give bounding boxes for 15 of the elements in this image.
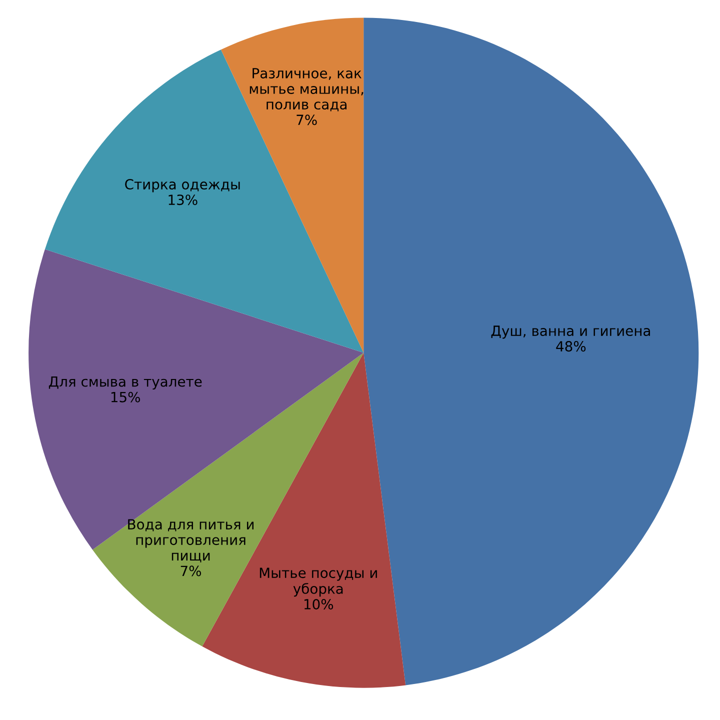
pie-slice	[28, 249, 364, 550]
slice-label: Вода для питья и приготовления пищи	[128, 519, 254, 562]
pie-slice	[44, 50, 364, 353]
slice-label: Различное, как мытье машины, полив сада	[250, 68, 364, 112]
data-label: 10%	[304, 598, 334, 610]
data-label: 7%	[180, 566, 202, 576]
data-label: 48%	[556, 341, 586, 352]
pie-slice	[364, 18, 699, 686]
slice-label: Мытье посуды и уборка	[260, 568, 377, 597]
slice-label: Стирка одежды	[125, 179, 240, 192]
slice-label: Душ, ванна и гигиена	[491, 326, 650, 339]
data-label: 7%	[296, 114, 317, 126]
data-label: 15%	[111, 392, 140, 402]
slice-label: Для смыва в туалете	[48, 376, 202, 390]
data-label: 13%	[168, 194, 198, 206]
